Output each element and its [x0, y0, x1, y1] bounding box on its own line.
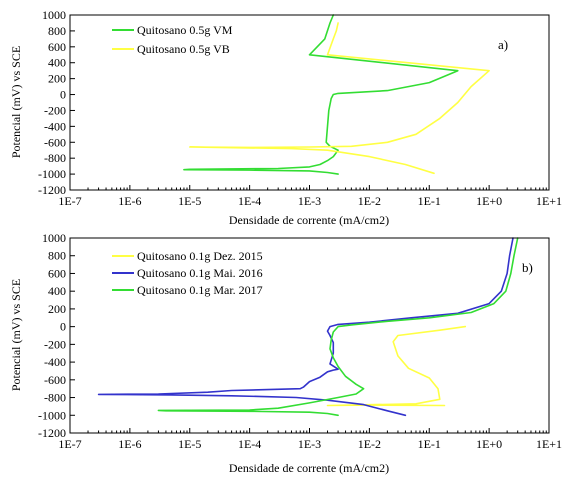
x-tick-label-a: 1E-2	[358, 194, 381, 208]
x-tick-label-a: 1E-7	[58, 194, 81, 208]
x-tick-label-b: 1E-5	[178, 437, 201, 451]
y-tick-label-a: -800	[44, 151, 66, 165]
legend-label-quitosano-0-5g-vm: Quitosano 0.5g VM	[137, 23, 233, 37]
y-tick-label-b: -200	[44, 337, 66, 351]
series-line-quitosano-0-5g-vb	[189, 22, 490, 175]
y-tick-label-a: 1000	[42, 8, 66, 22]
y-tick-label-b: -1000	[38, 408, 66, 422]
x-tick-label-a: 1E-1	[418, 194, 441, 208]
series-line-quitosano-0-1g-dez-2015	[326, 325, 467, 407]
y-tick-label-b: 0	[60, 320, 66, 334]
series-layer-b	[97, 237, 519, 417]
series-line-quitosano-0-1g-mar-2017	[157, 237, 519, 417]
y-tick-label-a: 200	[48, 72, 66, 86]
ticks-a: 1E-7 1E-6 1E-5 1E-4 1E-3 1E-2 1E-1 1E+0 1E+1 1000…	[38, 8, 562, 208]
x-tick-label-b: 1E-2	[358, 437, 381, 451]
y-axis-label-b: Potencial (mV) vs SCE	[9, 279, 23, 391]
y-tick-label-b: 800	[48, 249, 66, 263]
x-tick-label-b: 1E-7	[58, 437, 81, 451]
y-tick-label-b: -400	[44, 355, 66, 369]
y-tick-label-b: 1000	[42, 231, 66, 245]
ticks-b: 1E-7 1E-6 1E-5 1E-4 1E-3 1E-2 1E-1 1E+0 1E+1 1000…	[38, 231, 562, 451]
x-tick-label-a: 1E-3	[298, 194, 321, 208]
y-tick-label-a: 400	[48, 56, 66, 70]
y-tick-label-b: -1200	[38, 426, 66, 440]
x-tick-label-a: 1E-6	[118, 194, 141, 208]
series-line-quitosano-0-5g-vm	[183, 14, 459, 175]
x-tick-label-b: 1E-6	[118, 437, 141, 451]
y-tick-label-a: 800	[48, 24, 66, 38]
y-tick-label-a: 0	[60, 88, 66, 102]
panel-label-a: a)	[498, 37, 508, 52]
x-tick-label-b: 1E-3	[298, 437, 321, 451]
y-tick-label-b: 600	[48, 266, 66, 280]
panel-b: Quitosano 0.1g Dez. 2015 Quitosano 0.1g M…	[9, 231, 562, 475]
y-tick-label-b: -800	[44, 391, 66, 405]
y-tick-label-a: -1200	[38, 183, 66, 197]
legend-label-quitosano-0-1g-dez-2015: Quitosano 0.1g Dez. 2015	[137, 249, 263, 263]
x-tick-label-a: 1E-5	[178, 194, 201, 208]
legend-label-quitosano-0-1g-mai-2016: Quitosano 0.1g Mai. 2016	[137, 266, 263, 280]
y-tick-label-a: -400	[44, 119, 66, 133]
x-tick-label-b: 1E-1	[418, 437, 441, 451]
x-tick-label-b: 1E+0	[476, 437, 502, 451]
y-tick-label-b: 200	[48, 302, 66, 316]
legend-b: Quitosano 0.1g Dez. 2015 Quitosano 0.1g M…	[112, 249, 263, 297]
y-tick-label-b: -600	[44, 373, 66, 387]
series-layer-a	[183, 14, 490, 175]
x-tick-label-b: 1E+1	[536, 437, 562, 451]
y-tick-label-a: -200	[44, 103, 66, 117]
x-tick-label-a: 1E-4	[238, 194, 261, 208]
x-axis-label-b: Densidade de corrente (mA/cm2)	[229, 461, 389, 475]
y-tick-label-a: 600	[48, 40, 66, 54]
y-tick-label-b: 400	[48, 284, 66, 298]
y-axis-label-a: Potencial (mV) vs SCE	[9, 46, 23, 158]
x-tick-label-b: 1E-4	[238, 437, 261, 451]
x-tick-label-a: 1E+0	[476, 194, 502, 208]
x-axis-label-a: Densidade de corrente (mA/cm2)	[229, 213, 389, 227]
legend-label-quitosano-0-1g-mar-2017: Quitosano 0.1g Mar. 2017	[137, 283, 263, 297]
legend-a: Quitosano 0.5g VM Quitosano 0.5g VB	[112, 23, 233, 56]
legend-label-quitosano-0-5g-vb: Quitosano 0.5g VB	[137, 42, 230, 56]
y-tick-label-a: -600	[44, 135, 66, 149]
y-tick-label-a: -1000	[38, 167, 66, 181]
x-tick-label-a: 1E+1	[536, 194, 562, 208]
series-line-quitosano-0-1g-mai-2016	[97, 237, 514, 417]
panel-label-b: b)	[522, 260, 533, 275]
